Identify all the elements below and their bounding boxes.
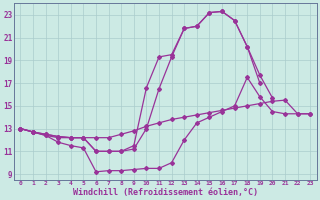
- X-axis label: Windchill (Refroidissement éolien,°C): Windchill (Refroidissement éolien,°C): [73, 188, 258, 197]
